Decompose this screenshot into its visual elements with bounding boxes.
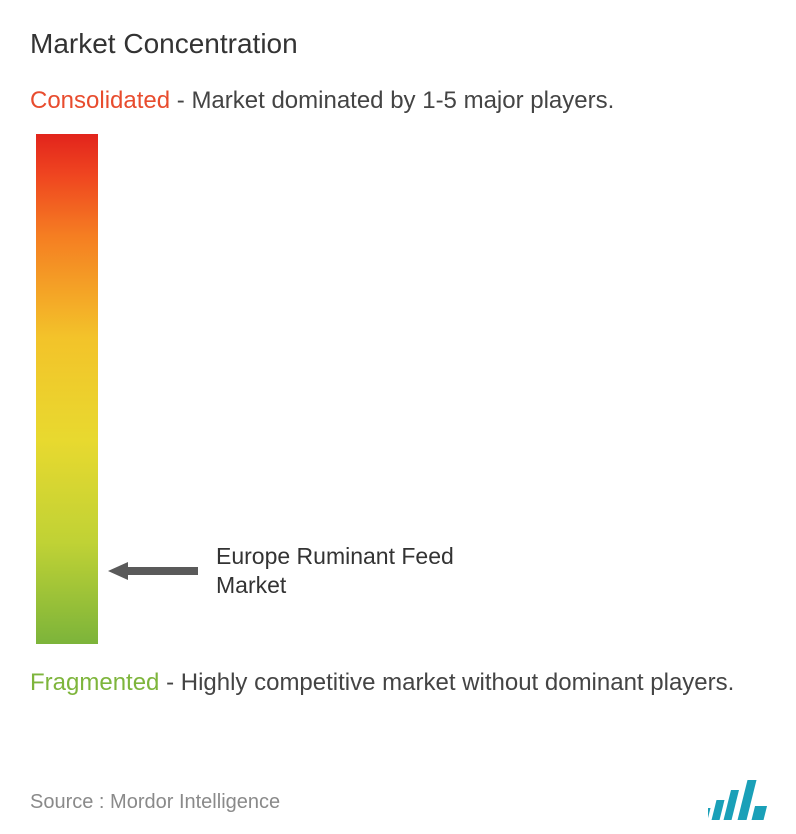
- source-attribution: Source : Mordor Intelligence: [30, 791, 280, 814]
- consolidated-label: Consolidated: [30, 87, 170, 114]
- arrow-left-icon: [108, 562, 198, 580]
- consolidated-text: - Market dominated by 1-5 major players.: [170, 87, 614, 114]
- fragmented-description: Fragmented - Highly competitive market w…: [30, 668, 766, 698]
- marker-label: Europe Ruminant Feed Market: [216, 542, 516, 600]
- market-position-marker: Europe Ruminant Feed Market: [108, 542, 516, 600]
- mordor-logo-icon: [708, 778, 778, 822]
- consolidated-description: Consolidated - Market dominated by 1-5 m…: [30, 86, 766, 116]
- fragmented-text: - Highly competitive market without domi…: [159, 669, 734, 696]
- concentration-scale: Europe Ruminant Feed Market: [30, 134, 766, 654]
- page-title: Market Concentration: [30, 28, 766, 60]
- fragmented-label: Fragmented: [30, 669, 159, 696]
- gradient-bar: [36, 134, 98, 644]
